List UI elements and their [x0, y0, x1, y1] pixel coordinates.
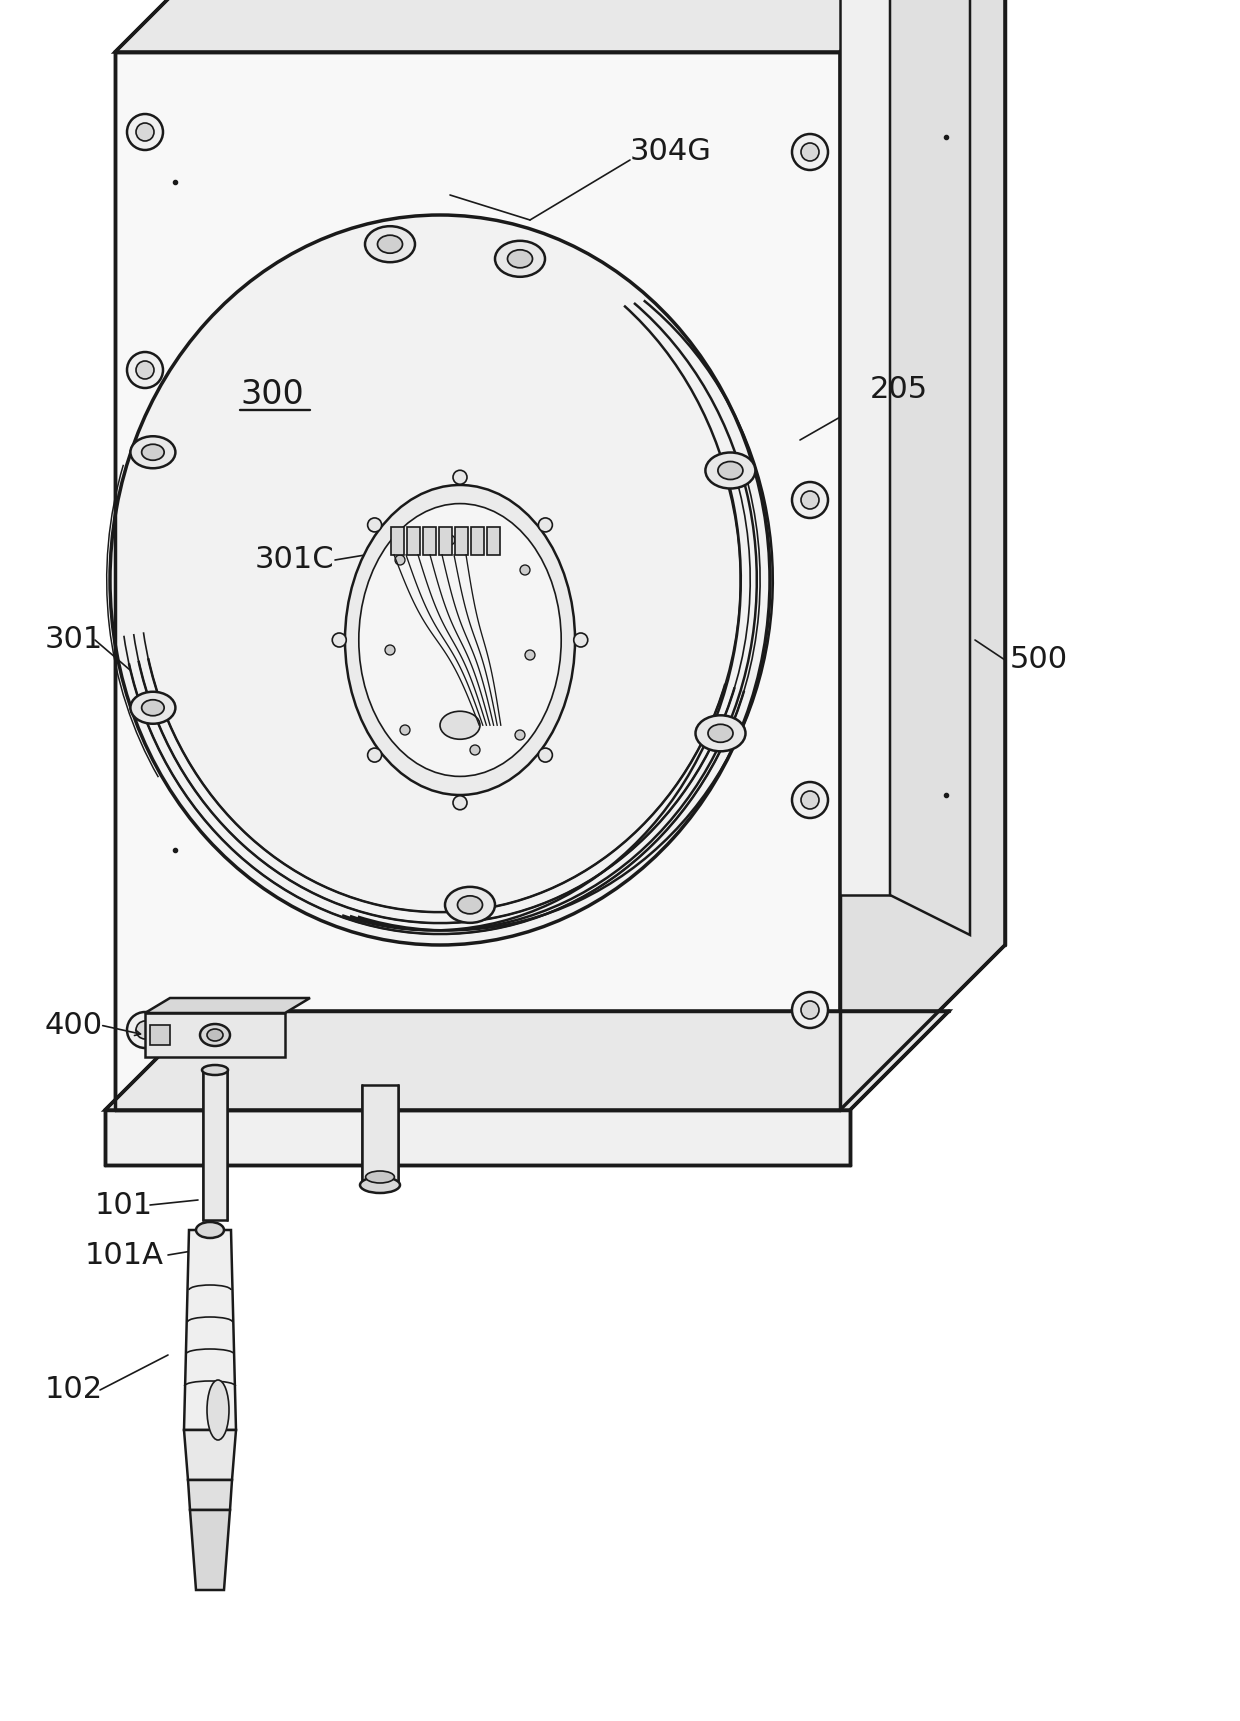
Ellipse shape — [445, 886, 495, 922]
Circle shape — [453, 795, 467, 811]
Ellipse shape — [718, 461, 743, 480]
Circle shape — [792, 991, 828, 1027]
Ellipse shape — [207, 1380, 229, 1440]
Ellipse shape — [366, 1170, 394, 1182]
Ellipse shape — [495, 241, 546, 277]
Circle shape — [126, 353, 162, 387]
Ellipse shape — [110, 215, 770, 945]
Polygon shape — [839, 0, 890, 895]
Ellipse shape — [360, 1177, 401, 1193]
Polygon shape — [188, 1480, 232, 1509]
Circle shape — [792, 781, 828, 817]
Ellipse shape — [141, 444, 164, 460]
Polygon shape — [150, 1026, 170, 1045]
Ellipse shape — [507, 250, 532, 268]
Text: 400: 400 — [45, 1010, 103, 1039]
Circle shape — [126, 114, 162, 150]
Circle shape — [538, 518, 552, 532]
Polygon shape — [362, 1084, 398, 1186]
Circle shape — [136, 122, 154, 141]
Polygon shape — [145, 998, 310, 1014]
Polygon shape — [203, 1070, 227, 1220]
Polygon shape — [439, 527, 451, 554]
Polygon shape — [455, 527, 467, 554]
Circle shape — [792, 134, 828, 170]
Ellipse shape — [706, 453, 755, 489]
Ellipse shape — [202, 1065, 228, 1076]
Text: 301C: 301C — [255, 546, 335, 575]
Circle shape — [126, 1012, 162, 1048]
Circle shape — [445, 535, 455, 546]
Text: 301: 301 — [45, 625, 103, 654]
Text: 304G: 304G — [630, 138, 712, 167]
Circle shape — [525, 651, 534, 659]
Polygon shape — [145, 1014, 285, 1057]
Circle shape — [801, 1002, 818, 1019]
Text: 300: 300 — [241, 379, 304, 411]
Circle shape — [515, 730, 525, 740]
Circle shape — [801, 143, 818, 162]
Ellipse shape — [365, 225, 415, 262]
Circle shape — [792, 482, 828, 518]
Circle shape — [396, 554, 405, 564]
Circle shape — [538, 749, 552, 762]
Ellipse shape — [696, 716, 745, 752]
Polygon shape — [391, 527, 403, 554]
Circle shape — [520, 564, 529, 575]
Text: 205: 205 — [870, 375, 928, 404]
Circle shape — [136, 1021, 154, 1039]
Circle shape — [470, 745, 480, 756]
Polygon shape — [890, 0, 970, 935]
Polygon shape — [115, 0, 1004, 52]
Text: 102: 102 — [45, 1375, 103, 1404]
Ellipse shape — [196, 1222, 224, 1237]
Text: 500: 500 — [1011, 645, 1068, 675]
Circle shape — [574, 633, 588, 647]
Ellipse shape — [200, 1024, 229, 1046]
Polygon shape — [184, 1430, 236, 1480]
Polygon shape — [486, 527, 500, 554]
Text: 101: 101 — [95, 1191, 153, 1220]
Circle shape — [332, 633, 346, 647]
Ellipse shape — [207, 1029, 223, 1041]
Ellipse shape — [345, 485, 575, 795]
Circle shape — [401, 725, 410, 735]
Circle shape — [453, 470, 467, 484]
Ellipse shape — [130, 692, 175, 725]
Polygon shape — [190, 1509, 229, 1590]
Polygon shape — [423, 527, 435, 554]
Ellipse shape — [130, 435, 175, 468]
Circle shape — [384, 645, 396, 656]
Circle shape — [367, 749, 382, 762]
Polygon shape — [184, 1231, 236, 1430]
Polygon shape — [839, 0, 1004, 1110]
Polygon shape — [105, 1110, 849, 1165]
Polygon shape — [105, 1010, 949, 1110]
Ellipse shape — [708, 725, 733, 742]
Polygon shape — [407, 527, 419, 554]
Ellipse shape — [358, 504, 562, 776]
Ellipse shape — [377, 236, 403, 253]
Polygon shape — [115, 52, 839, 1110]
Ellipse shape — [141, 700, 164, 716]
Circle shape — [801, 490, 818, 509]
Ellipse shape — [440, 711, 480, 740]
Circle shape — [801, 792, 818, 809]
Circle shape — [367, 518, 382, 532]
Text: 101A: 101A — [86, 1241, 164, 1270]
Polygon shape — [470, 527, 484, 554]
Circle shape — [136, 361, 154, 379]
Ellipse shape — [458, 897, 482, 914]
